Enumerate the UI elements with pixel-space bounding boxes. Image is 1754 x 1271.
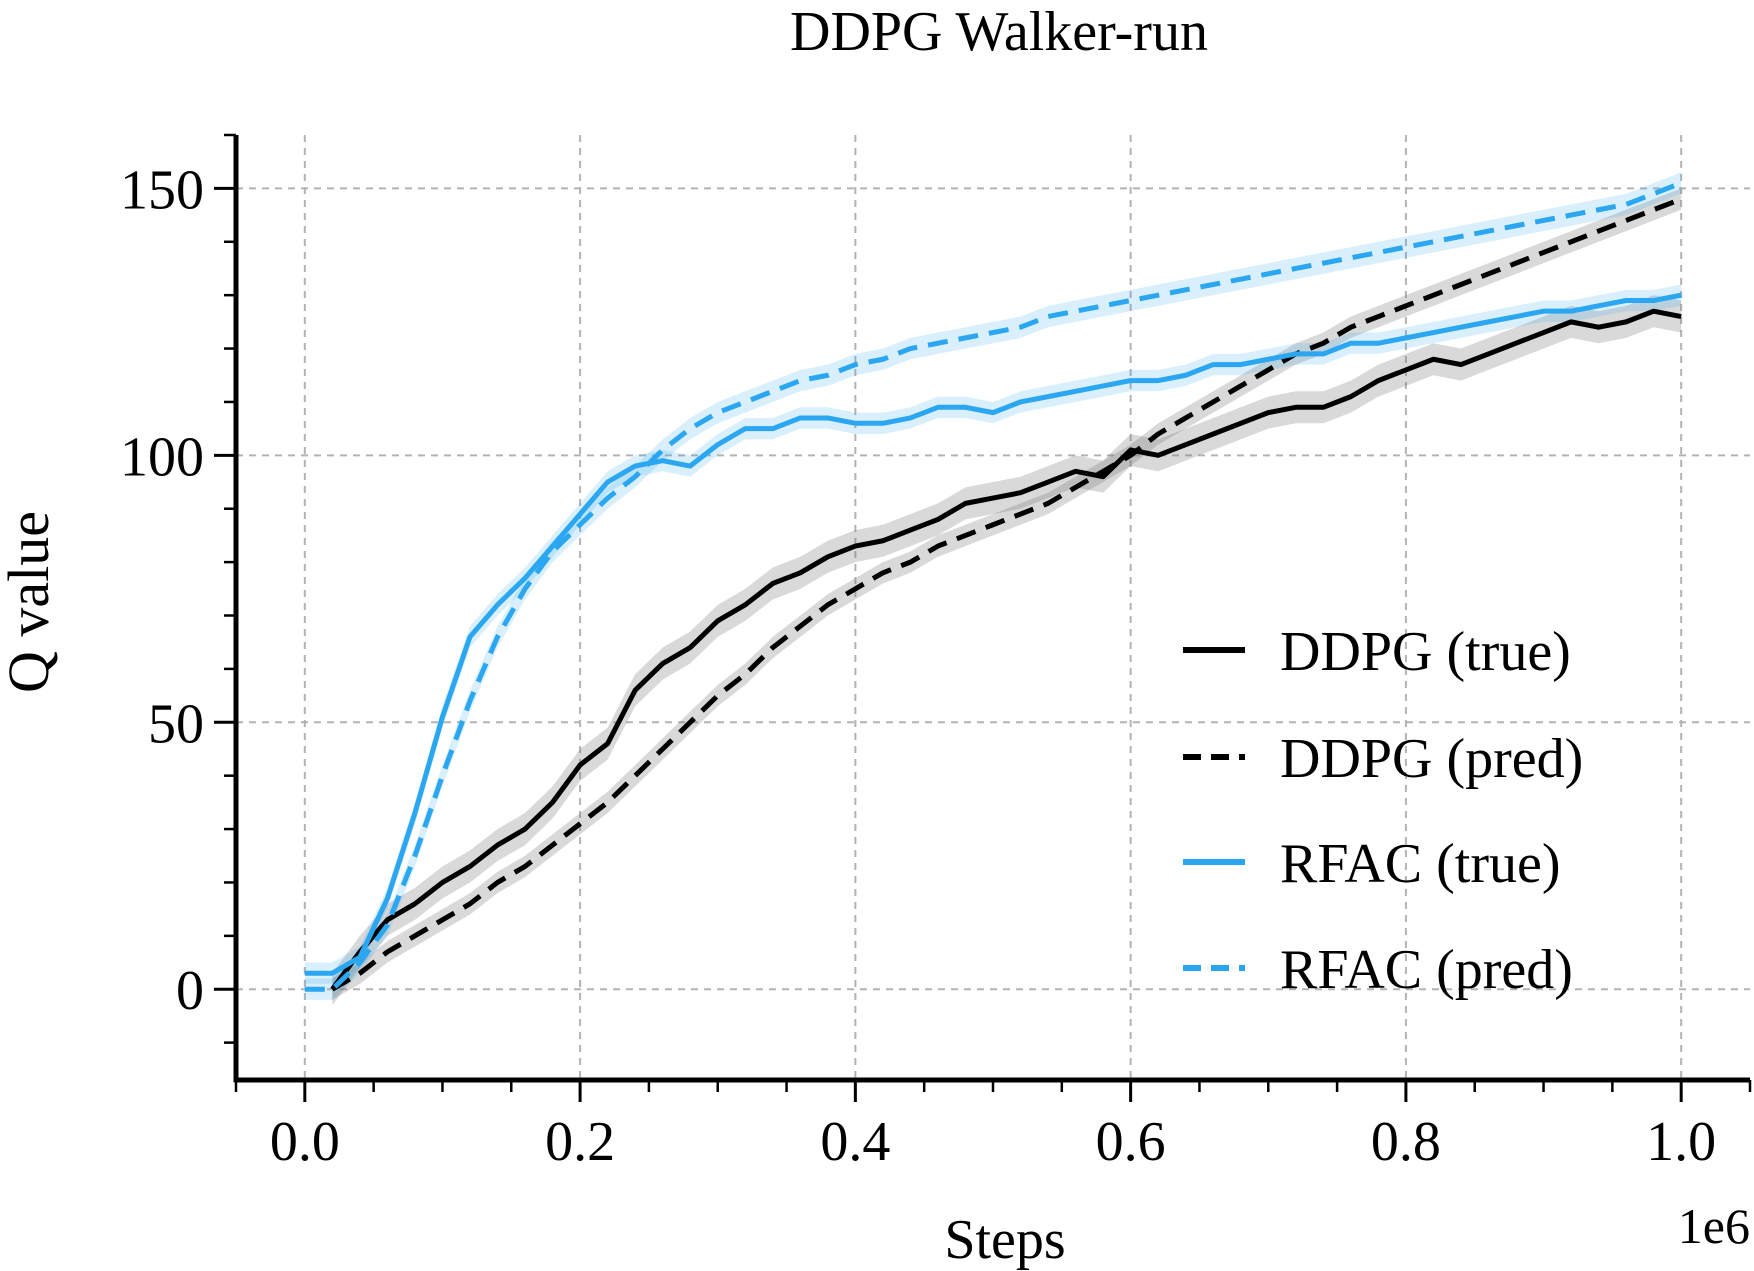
x-tick-label: 0.6 bbox=[1096, 1111, 1166, 1173]
confidence-bands bbox=[304, 172, 1682, 1006]
x-tick-label: 0.4 bbox=[820, 1111, 890, 1173]
series-line bbox=[304, 292, 1682, 976]
chart-title: DDPG Walker-run bbox=[790, 1, 1208, 63]
series-band bbox=[304, 172, 1682, 1000]
legend-label: DDPG (pred) bbox=[1280, 728, 1583, 790]
legend-label: RFAC (true) bbox=[1280, 833, 1561, 895]
y-tick-label: 50 bbox=[148, 693, 204, 755]
series-line bbox=[304, 180, 1683, 992]
y-axis-label: Q value bbox=[0, 511, 61, 693]
x-tick-label: 1.0 bbox=[1646, 1111, 1716, 1173]
grid bbox=[236, 135, 1750, 1080]
series-line bbox=[330, 308, 1682, 991]
x-axis-label: Steps bbox=[944, 1209, 1065, 1271]
x-scale-label: 1e6 bbox=[1678, 1198, 1750, 1254]
x-tick-label: 0.2 bbox=[545, 1111, 615, 1173]
series-lines bbox=[304, 180, 1683, 992]
legend-label: RFAC (pred) bbox=[1280, 939, 1573, 1001]
y-tick-label: 100 bbox=[120, 426, 204, 488]
x-tick-label: 0.0 bbox=[270, 1111, 340, 1173]
series-band bbox=[304, 284, 1682, 984]
axes bbox=[214, 133, 1752, 1102]
legend: DDPG (true) DDPG (pred) RFAC (true) RFAC (p… bbox=[1183, 621, 1583, 1001]
tick-labels: 0.0 0.2 0.4 0.6 0.8 1.0 0 50 100 150 bbox=[120, 159, 1716, 1173]
legend-label: DDPG (true) bbox=[1280, 621, 1571, 683]
y-tick-label: 0 bbox=[176, 960, 204, 1022]
series-line bbox=[331, 196, 1683, 992]
y-tick-label: 150 bbox=[120, 159, 204, 221]
x-tick-label: 0.8 bbox=[1371, 1111, 1441, 1173]
